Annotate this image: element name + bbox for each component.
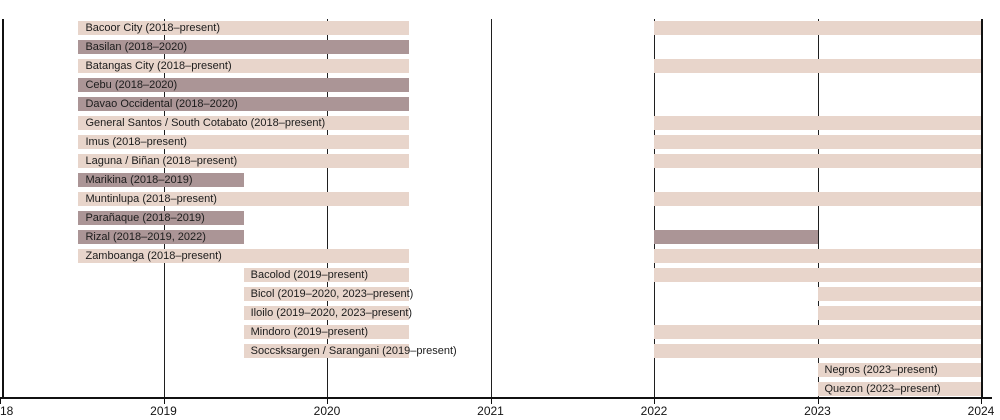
bar-segment — [654, 192, 981, 206]
bar-segment — [654, 325, 981, 339]
row-label: Batangas City (2018–present) — [85, 60, 232, 72]
row-label: Basilan (2018–2020) — [85, 41, 187, 53]
year-gridline — [817, 19, 819, 397]
bar-segment — [243, 287, 409, 301]
bar-segment — [78, 230, 244, 244]
year-gridline — [327, 19, 329, 397]
row-label: Rizal (2018–2019, 2022) — [85, 231, 206, 243]
bar-segment — [654, 59, 981, 73]
bar-segment — [654, 116, 981, 130]
year-gridline — [490, 19, 492, 397]
row-label: Negros (2023–present) — [824, 364, 938, 376]
bar-segment — [654, 268, 981, 282]
left-spine — [2, 19, 4, 397]
x-axis-tick — [817, 399, 819, 404]
bar-segment — [78, 40, 409, 54]
bar-segment — [78, 135, 409, 149]
bar-segment — [78, 97, 409, 111]
row-label: Muntinlupa (2018–present) — [85, 193, 217, 205]
bar-segment — [817, 363, 981, 377]
x-axis-tick-label: 2021 — [477, 404, 504, 418]
bar-segment — [78, 249, 409, 263]
bar-segment — [817, 287, 981, 301]
bar-segment — [654, 21, 981, 35]
row-label: Parañaque (2018–2019) — [85, 212, 205, 224]
bar-segment — [243, 344, 409, 358]
x-axis-tick — [0, 399, 2, 404]
x-axis-tick — [327, 399, 329, 404]
row-label: Laguna / Biñan (2018–present) — [85, 155, 238, 167]
bar-segment — [78, 192, 409, 206]
bar-segment — [78, 154, 409, 168]
bar-segment — [654, 135, 981, 149]
row-label: Imus (2018–present) — [85, 136, 187, 148]
bar-segment — [78, 211, 244, 225]
row-label: Bacoor City (2018–present) — [85, 22, 220, 34]
bar-segment — [78, 173, 244, 187]
row-label: Iloilo (2019–2020, 2023–present) — [250, 307, 413, 319]
row-label: Bacolod (2019–present) — [250, 269, 369, 281]
row-label: Marikina (2018–2019) — [85, 174, 193, 186]
bar-segment — [78, 59, 409, 73]
bar-segment — [78, 78, 409, 92]
row-label: General Santos / South Cotabato (2018–pr… — [85, 117, 326, 129]
right-spine — [981, 19, 983, 397]
year-gridline — [163, 19, 165, 397]
bar-segment — [243, 306, 409, 320]
bar-segment — [654, 344, 981, 358]
row-label: Mindoro (2019–present) — [250, 326, 369, 338]
row-label: Bicol (2019–2020, 2023–present) — [250, 288, 414, 300]
x-axis-tick — [163, 399, 165, 404]
row-label: Zamboanga (2018–present) — [85, 250, 222, 262]
bar-segment — [78, 21, 409, 35]
row-label: Soccsksargen / Sarangani (2019–present) — [250, 345, 457, 357]
bar-segment — [243, 268, 409, 282]
x-axis-tick — [981, 399, 983, 404]
bar-segment — [654, 249, 981, 263]
row-label: Quezon (2023–present) — [824, 383, 941, 395]
bar-segment — [817, 382, 981, 396]
x-axis-line — [0, 397, 992, 399]
row-label: Cebu (2018–2020) — [85, 79, 178, 91]
x-axis-tick-label: 2023 — [804, 404, 831, 418]
x-axis-tick-label: 2018 — [0, 404, 14, 418]
bar-segment — [654, 154, 981, 168]
x-axis-tick — [490, 399, 492, 404]
bar-segment — [78, 116, 409, 130]
bar-segment — [654, 230, 818, 244]
x-axis-tick-label: 2020 — [313, 404, 341, 418]
x-axis-tick-label: 2019 — [150, 404, 177, 418]
year-gridline — [654, 19, 656, 397]
row-label: Davao Occidental (2018–2020) — [85, 98, 238, 110]
bar-segment — [817, 306, 981, 320]
x-axis-tick-label: 2022 — [640, 404, 668, 418]
x-axis-tick — [654, 399, 656, 404]
x-axis-tick-label: 2024 — [967, 404, 995, 418]
bar-segment — [243, 325, 409, 339]
